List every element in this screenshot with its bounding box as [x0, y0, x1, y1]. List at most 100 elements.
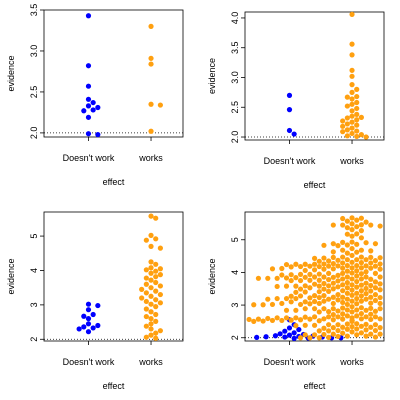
point-works [335, 278, 341, 284]
point-works [358, 114, 364, 120]
point-works [297, 335, 304, 341]
point-works [377, 287, 383, 293]
point-works [293, 307, 299, 313]
point-works [349, 11, 355, 17]
point-works [335, 272, 341, 278]
point-works [349, 276, 355, 282]
point-works [153, 297, 159, 303]
point-works [354, 313, 360, 319]
point-works [330, 274, 336, 280]
point-works [344, 231, 350, 237]
point-works [349, 265, 355, 271]
point-works [307, 263, 313, 269]
point-works [148, 243, 154, 249]
point-works [354, 273, 360, 279]
point-works [368, 331, 374, 337]
point-works [349, 101, 355, 107]
point-works [330, 266, 336, 272]
y-tick-label: 3.5 [29, 4, 39, 17]
point-works [143, 237, 149, 243]
point-works [297, 286, 304, 292]
point-works [363, 314, 369, 320]
point-works [302, 283, 308, 289]
point-works [330, 249, 336, 255]
point-works [311, 293, 318, 299]
plot-frame [43, 211, 184, 342]
point-works [340, 239, 346, 245]
point-works [344, 250, 350, 256]
y-tick-label: 4 [230, 270, 240, 275]
panel-4: 2 3 4 5 Doesn't work works effect evidence [207, 211, 385, 391]
point-works [148, 259, 154, 265]
point-works [372, 308, 379, 314]
x-axis-title: effect [304, 381, 326, 391]
x-tick-label-doesnt-work: Doesn't work [63, 153, 115, 163]
point-works [354, 257, 360, 263]
point-works [297, 263, 304, 270]
point-works [157, 266, 163, 272]
point-works [311, 322, 318, 328]
point-works [297, 271, 304, 277]
point-works [354, 326, 360, 332]
point-works [153, 279, 159, 286]
point-works [340, 260, 346, 266]
point-works [148, 309, 154, 315]
point-works [321, 325, 327, 331]
point-works [283, 315, 290, 321]
point-works [293, 315, 299, 321]
point-works [143, 281, 149, 287]
point-works [349, 245, 355, 252]
point-works [354, 307, 360, 313]
point-works [311, 261, 318, 267]
y-tick-label: 3.0 [29, 45, 39, 58]
point-works [368, 222, 374, 228]
point-works [260, 302, 266, 308]
point-works [368, 276, 374, 282]
point-works [293, 289, 299, 295]
point-doesnt-work [286, 332, 293, 338]
point-works [358, 265, 364, 271]
point-works [358, 276, 364, 282]
point-works [330, 222, 336, 228]
point-works [372, 322, 379, 328]
point-works [354, 128, 360, 134]
point-works [148, 270, 154, 276]
point-works [377, 325, 383, 331]
point-works [349, 309, 355, 315]
point-works [344, 218, 350, 224]
point-works [344, 121, 350, 127]
point-works [293, 261, 299, 267]
point-works [368, 324, 374, 330]
point-works [153, 274, 159, 280]
point-works [349, 324, 355, 330]
point-works [153, 288, 159, 294]
point-works [311, 267, 318, 273]
point-works [358, 228, 364, 234]
point-doesnt-work [277, 331, 283, 337]
point-works [349, 304, 355, 310]
point-works [349, 233, 355, 239]
point-works [354, 295, 360, 302]
point-works [321, 316, 327, 322]
point-works [354, 262, 360, 269]
point-works [297, 293, 304, 299]
point-works [354, 332, 360, 338]
point-works [344, 333, 350, 339]
point-works [153, 304, 159, 310]
point-works [297, 317, 304, 323]
point-works [349, 282, 355, 288]
point-works [153, 318, 159, 324]
point-works [377, 281, 383, 287]
point-works [143, 290, 149, 296]
point-works [316, 318, 322, 324]
point-works [363, 257, 369, 263]
point-works [321, 306, 327, 312]
point-works [344, 127, 350, 133]
point-doesnt-work [90, 99, 96, 106]
point-works [344, 94, 350, 100]
x-axis-title: effect [304, 180, 326, 190]
point-works [274, 295, 280, 302]
point-works [316, 335, 322, 341]
point-works [326, 277, 332, 283]
point-works [288, 299, 294, 305]
